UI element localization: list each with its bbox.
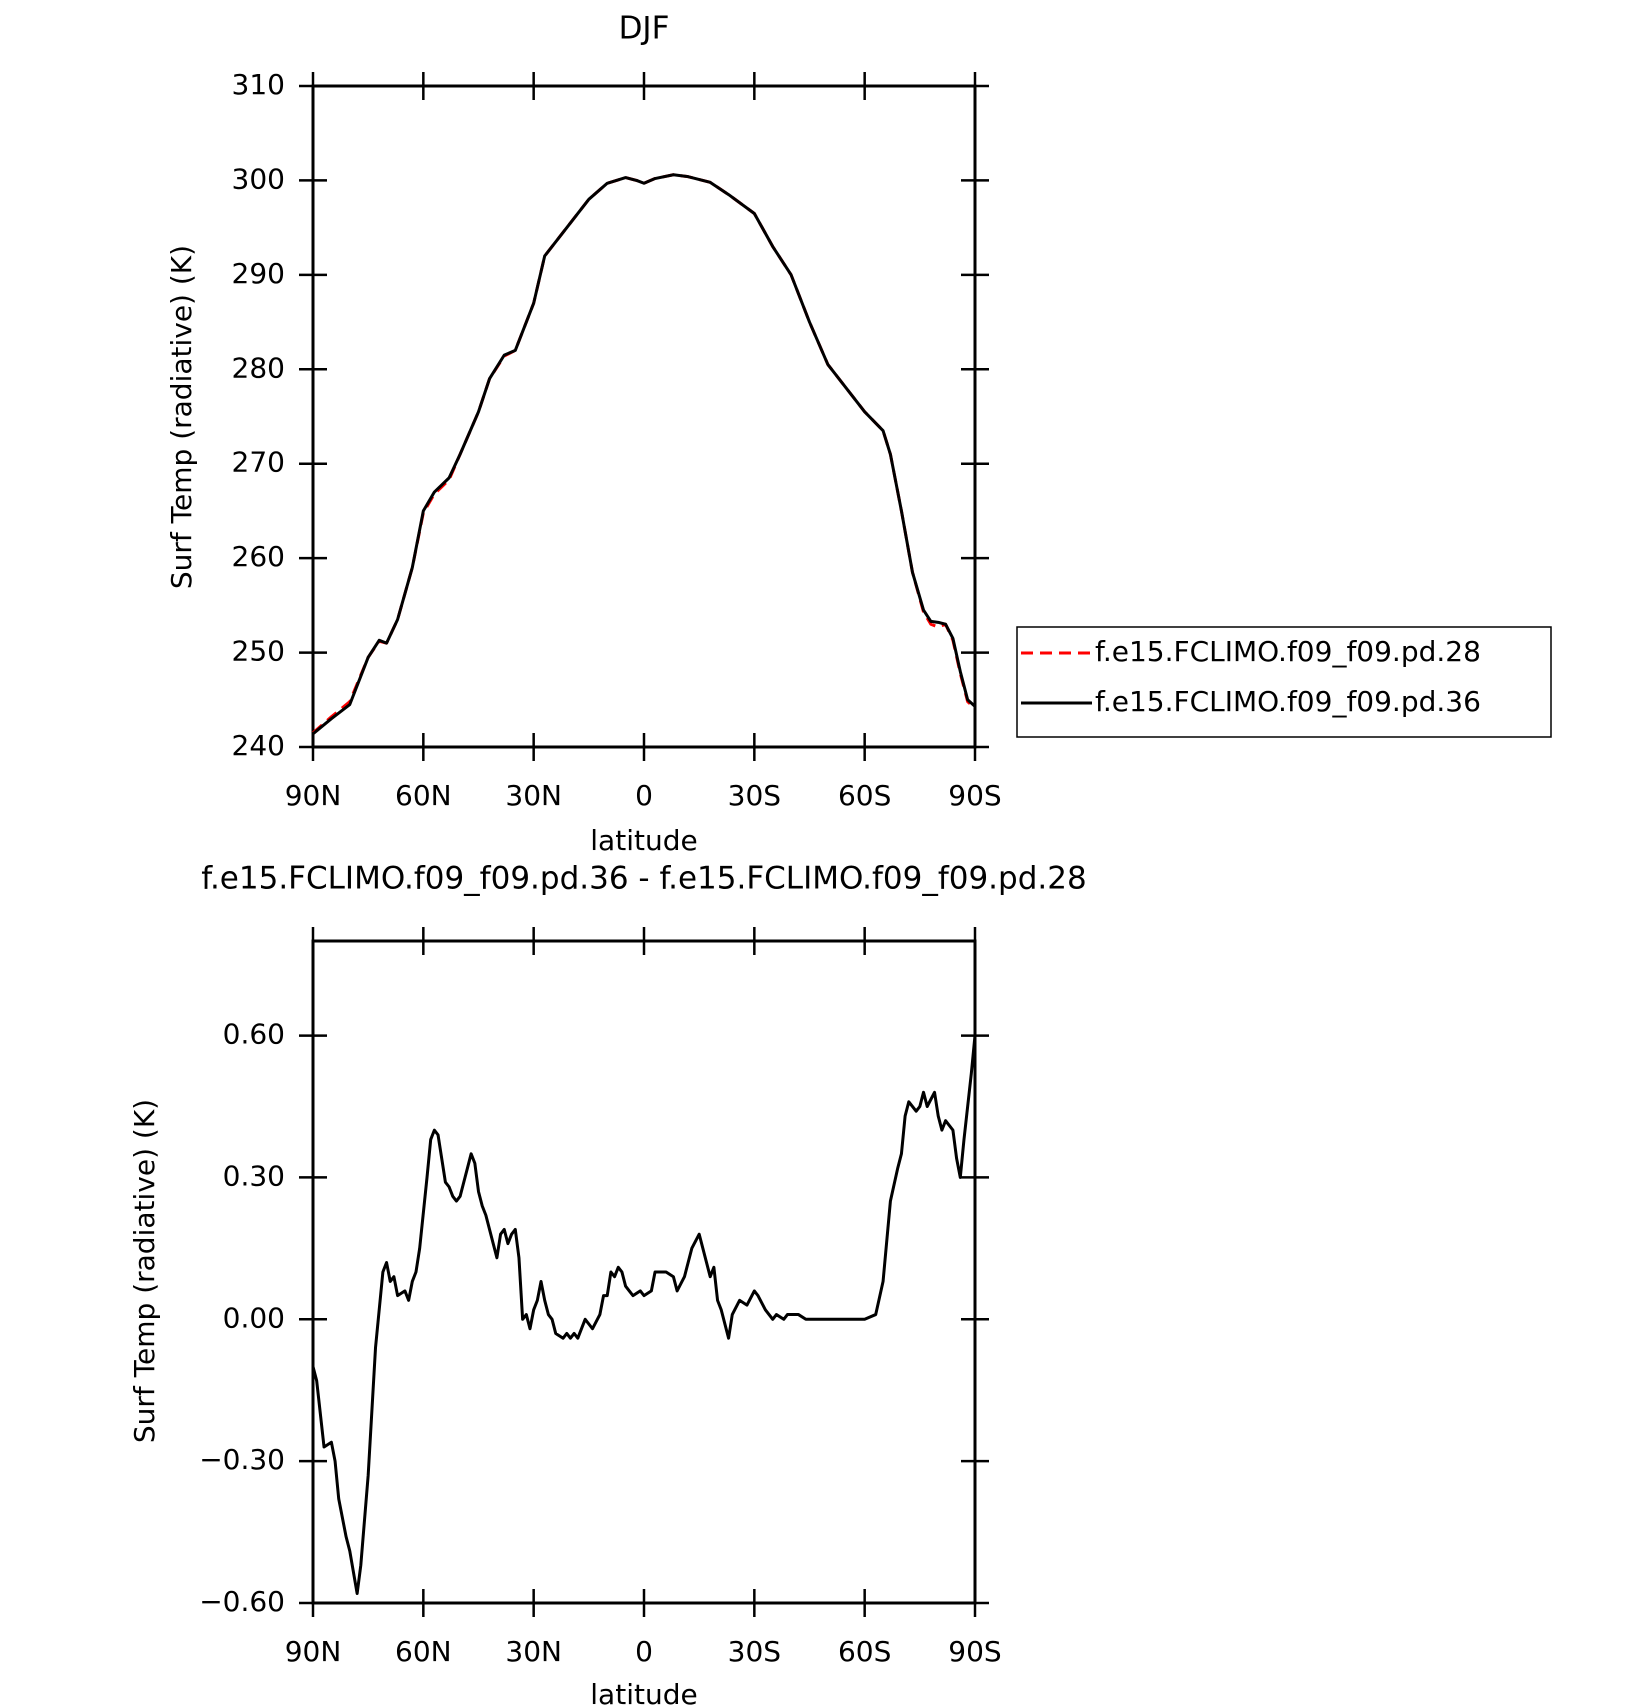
x-tick-label: 30S: [728, 1635, 781, 1668]
x-tick-label: 0: [635, 779, 653, 812]
y-tick-label: 240: [232, 729, 285, 762]
y-tick-label: 0.00: [223, 1301, 285, 1334]
y-tick-label: 280: [232, 351, 285, 384]
x-tick-label: 30N: [505, 779, 562, 812]
y-tick-label: 0.60: [223, 1018, 285, 1051]
y-tick-label: 300: [232, 162, 285, 195]
y-tick-label: 250: [232, 635, 285, 668]
x-tick-label: 30N: [505, 1635, 562, 1668]
plot-frame: [311, 84, 977, 749]
data-line: [312, 173, 977, 734]
x-tick-label: 0: [635, 1635, 653, 1668]
x-tick-label: 60S: [838, 1635, 891, 1668]
y-tick-label: 270: [232, 446, 285, 479]
y-axis-label: Surf Temp (radiative) (K): [128, 1099, 161, 1443]
data-line: [312, 173, 977, 735]
x-axis-label: latitude: [590, 1678, 697, 1708]
legend-box: [1016, 626, 1552, 738]
y-tick-label: 260: [232, 540, 285, 573]
chart-title: DJF: [619, 11, 670, 47]
x-tick-label: 90N: [285, 1635, 342, 1668]
data-line: [311, 1035, 977, 1596]
x-tick-label: 90S: [948, 779, 1001, 812]
y-axis-label: Surf Temp (radiative) (K): [165, 245, 198, 589]
plot-frame: [311, 939, 977, 1605]
chart-title: f.e15.FCLIMO.f09_f09.pd.36 - f.e15.FCLIM…: [201, 861, 1086, 897]
y-tick-label: 0.30: [223, 1159, 285, 1192]
y-tick-label: 290: [232, 257, 285, 290]
legend-label: f.e15.FCLIMO.f09_f09.pd.36: [1095, 685, 1481, 718]
y-tick-label: −0.60: [199, 1585, 285, 1618]
legend-label: f.e15.FCLIMO.f09_f09.pd.28: [1095, 635, 1481, 668]
x-tick-label: 60N: [395, 1635, 452, 1668]
x-tick-label: 30S: [728, 779, 781, 812]
x-tick-label: 60S: [838, 779, 891, 812]
y-tick-label: 310: [232, 68, 285, 101]
x-tick-label: 90S: [948, 1635, 1001, 1668]
x-tick-label: 90N: [285, 779, 342, 812]
y-tick-label: −0.30: [199, 1443, 285, 1476]
x-tick-label: 60N: [395, 779, 452, 812]
x-axis-label: latitude: [590, 824, 697, 857]
